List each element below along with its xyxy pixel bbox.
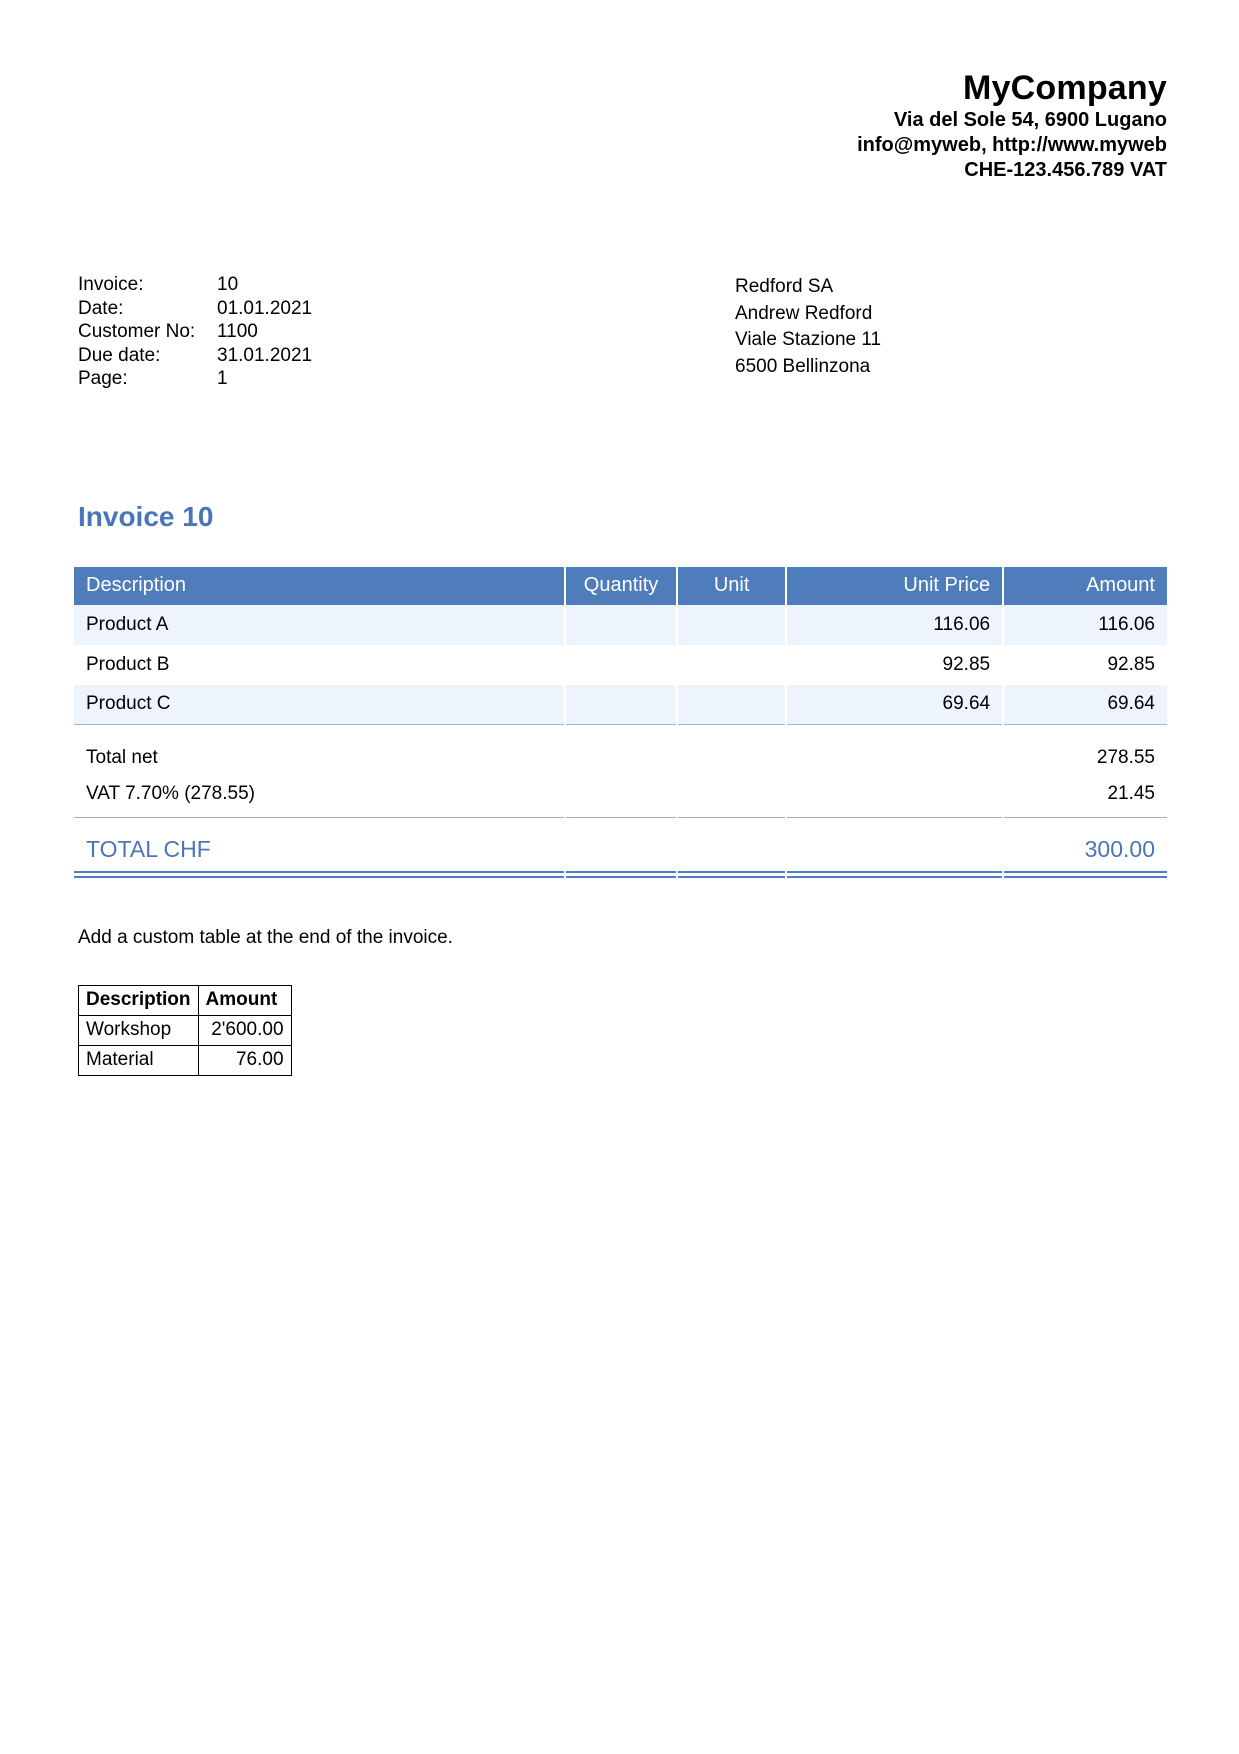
column-header-unit-price: Unit Price	[786, 566, 1003, 605]
company-contact: info@myweb, http://www.myweb	[857, 134, 1167, 156]
company-address: Via del Sole 54, 6900 Lugano	[893, 109, 1167, 131]
vat-label: VAT 7.70% (278.55)	[74, 777, 564, 818]
grand-total-label: TOTAL CHF	[74, 818, 564, 878]
meta-value: 10	[217, 274, 239, 295]
item-unit-price: 116.06	[786, 604, 1003, 645]
custom-table-header-row: Description Amount	[78, 984, 292, 1016]
footer-note: Add a custom table at the end of the inv…	[78, 926, 453, 948]
items-table: Description Quantity Unit Unit Price Amo…	[72, 566, 1169, 878]
column-header-quantity: Quantity	[565, 566, 677, 605]
custom-table: Description Amount Workshop 2'600.00 Mat…	[78, 984, 292, 1076]
item-amount: 116.06	[1004, 604, 1167, 645]
item-unit-price: 92.85	[786, 644, 1003, 685]
column-header-unit: Unit	[678, 566, 785, 605]
customer-contact-person: Andrew Redford	[735, 302, 873, 324]
item-unit	[678, 684, 785, 725]
item-quantity	[565, 684, 677, 725]
custom-column-header-description: Description	[78, 984, 199, 1016]
table-row: Material 76.00	[78, 1044, 292, 1076]
item-amount: 69.64	[1004, 684, 1167, 725]
custom-item-description: Material	[78, 1044, 199, 1076]
vat-amount: 21.45	[1004, 777, 1167, 818]
meta-label: Page:	[78, 368, 128, 390]
custom-item-amount: 2'600.00	[197, 1014, 292, 1046]
company-vat: CHE-123.456.789 VAT	[964, 159, 1167, 181]
custom-item-amount: 76.00	[197, 1044, 292, 1076]
item-amount: 92.85	[1004, 644, 1167, 685]
meta-section: Invoice: 10 Date: 01.01.2021 Customer No…	[72, 273, 1167, 391]
company-name: MyCompany	[963, 69, 1167, 107]
custom-item-description: Workshop	[78, 1014, 199, 1046]
table-row: Workshop 2'600.00	[78, 1014, 292, 1046]
item-description: Product A	[74, 604, 564, 645]
page-title: Invoice 10	[78, 500, 214, 532]
table-row: Product B 92.85 92.85	[74, 644, 1167, 685]
grand-total-row: TOTAL CHF 300.00	[74, 818, 1167, 878]
grand-total-amount: 300.00	[1004, 818, 1167, 878]
total-net-row: Total net 278.55	[74, 725, 1167, 777]
custom-column-header-amount: Amount	[197, 984, 292, 1016]
total-net-amount: 278.55	[1096, 746, 1155, 768]
company-header: MyCompany Via del Sole 54, 6900 Lugano i…	[72, 68, 1167, 183]
customer-street: Viale Stazione 11	[735, 329, 882, 350]
meta-value: 01.01.2021	[217, 297, 313, 319]
meta-row-page: Page: 1	[78, 367, 735, 391]
meta-value: 31.01.2021	[217, 344, 313, 366]
meta-row-due-date: Due date: 31.01.2021	[78, 344, 735, 368]
meta-label: Customer No:	[78, 321, 196, 343]
column-header-amount: Amount	[1004, 566, 1167, 605]
invoice-meta: Invoice: 10 Date: 01.01.2021 Customer No…	[72, 273, 735, 391]
items-table-header-row: Description Quantity Unit Unit Price Amo…	[74, 566, 1167, 605]
meta-row-invoice: Invoice: 10	[78, 273, 735, 297]
meta-label: Date:	[78, 297, 124, 319]
item-unit	[678, 604, 785, 645]
item-quantity	[565, 644, 677, 685]
column-header-description: Description	[74, 566, 564, 605]
total-net-label: Total net	[86, 746, 158, 768]
meta-value: 1	[217, 368, 228, 390]
item-quantity	[565, 604, 677, 645]
meta-row-customer-no: Customer No: 1100	[78, 320, 735, 344]
item-description: Product C	[74, 684, 564, 725]
customer-company: Redford SA	[735, 276, 834, 297]
table-row: Product A 116.06 116.06	[74, 604, 1167, 645]
item-description: Product B	[74, 644, 564, 685]
item-unit-price: 69.64	[786, 684, 1003, 725]
customer-city: 6500 Bellinzona	[735, 355, 871, 377]
meta-label: Invoice:	[78, 274, 144, 295]
vat-row: VAT 7.70% (278.55) 21.45	[74, 777, 1167, 818]
meta-row-date: Date: 01.01.2021	[78, 297, 735, 321]
customer-address: Redford SA Andrew Redford Viale Stazione…	[735, 273, 881, 391]
meta-label: Due date:	[78, 344, 161, 366]
meta-value: 1100	[217, 321, 258, 343]
table-row: Product C 69.64 69.64	[74, 684, 1167, 725]
item-unit	[678, 644, 785, 685]
